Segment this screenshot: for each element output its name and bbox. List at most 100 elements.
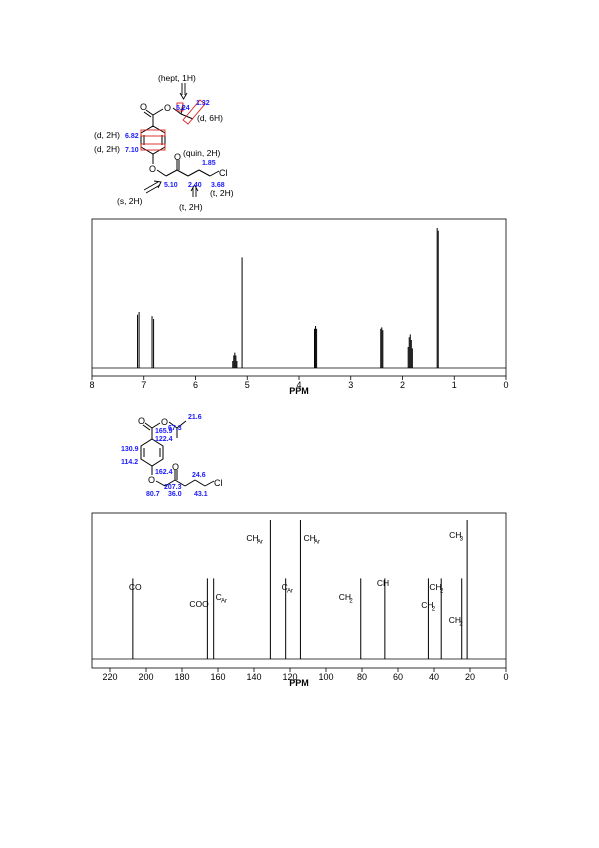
- c-peak-label-11: CH: [449, 530, 461, 540]
- h-co-double-bond: [143, 111, 152, 118]
- c-tick-label-11: 0: [503, 672, 508, 682]
- h-highlight-ring-bottom: [140, 143, 166, 151]
- c-cl: Cl: [214, 478, 223, 488]
- c-peak-label-sub-9: 2: [432, 607, 436, 613]
- c-tick-label-10: 20: [465, 672, 475, 682]
- h-ch2-ch2cl-bond: [198, 169, 211, 177]
- c-peak-label-1: COO: [189, 599, 209, 609]
- h-atom-labels: O O O O Cl: [140, 102, 228, 178]
- h-tick-label-8: 0: [503, 380, 508, 390]
- h-tick-label-2: 6: [193, 380, 198, 390]
- c-tick-label-0: 220: [102, 672, 117, 682]
- c-tick-label-5: 120: [282, 672, 297, 682]
- c-peak-label-4: C: [282, 582, 288, 592]
- h-ketone-o: O: [174, 152, 181, 162]
- s2h-arrow-b: [145, 184, 161, 194]
- h-carbonyl-o: O: [140, 102, 147, 112]
- s2h-arrow-head: [153, 180, 162, 189]
- c-peaks: [132, 520, 468, 659]
- h-shift-ar-b: 7.10: [125, 147, 139, 154]
- h-cl: Cl: [219, 168, 228, 178]
- c-shift-coch2: 36.0: [168, 491, 182, 498]
- c-shift-ch: 67.3: [168, 425, 182, 432]
- c-co-bond: [144, 422, 153, 429]
- h-ch-ch3-bond-b: [180, 113, 194, 120]
- t2h-arrow-head: [190, 184, 199, 192]
- c-peak-label-sub-8: 2: [440, 589, 444, 595]
- c-tick-label-4: 140: [246, 672, 261, 682]
- d2h-label-b: (d, 2H): [94, 144, 120, 154]
- h-shift-ar-a: 6.82: [125, 133, 139, 140]
- c-peak-label-0: CO: [129, 582, 142, 592]
- c-tick-label-1: 200: [138, 672, 153, 682]
- h-ester-o: O: [164, 103, 171, 113]
- c-peak-label-7: CH: [377, 578, 389, 588]
- c-shift-labels: 21.6 67.3 165.9 122.4 130.9 114.2 162.4 …: [121, 414, 208, 498]
- h-shift-ch: 5.24: [176, 105, 190, 112]
- h-co-ch2-bond: [176, 169, 189, 177]
- h-plot-frame: [91, 218, 507, 377]
- h-nmr-spectrum: 8 7 6 5 4 3 2 1 0 PPM: [89, 218, 509, 396]
- h-tick-label-6: 2: [400, 380, 405, 390]
- c-peak-label-8: CH: [429, 582, 441, 592]
- c-ch-ch3-bond-b: [176, 420, 187, 429]
- c-shift-och2: 80.7: [146, 491, 160, 498]
- h-o-ch2-bond: [156, 169, 167, 177]
- c-peak-label-sub-11: 3: [460, 537, 464, 543]
- h-multiplicity-labels: (hept, 1H) (d, 6H) (d, 2H) (d, 2H) (quin…: [94, 73, 234, 212]
- c-peak-label-5: CH: [303, 533, 315, 543]
- c-peak-label-sub-3: Ar: [257, 540, 263, 546]
- c-tick-label-3: 160: [210, 672, 225, 682]
- h-tick-label-7: 1: [452, 380, 457, 390]
- c-o-ch-bond: [168, 421, 178, 429]
- c-shift-ch2-b: 24.6: [192, 472, 206, 479]
- h-nmr-structure: [140, 103, 220, 177]
- hept-arrow-head: [179, 92, 188, 100]
- c-peak-label-3: CH: [246, 533, 258, 543]
- c-peak-label-10: CH: [449, 615, 461, 625]
- h-shift-ch2cl: 3.68: [211, 182, 225, 189]
- h-shift-labels: 5.24 1.32 6.82 7.10 1.85 5.10 2.40 3.68: [125, 100, 225, 189]
- h-shift-och2: 5.10: [164, 182, 178, 189]
- h-highlight-ch3: [182, 99, 206, 125]
- c-nmr-structure: [140, 420, 215, 487]
- quin-label: (quin, 2H): [183, 148, 220, 158]
- h-ester-o-bond: [152, 108, 164, 116]
- h-tick-label-1: 7: [141, 380, 146, 390]
- h-arrows: [143, 83, 199, 197]
- c-x-axis: 220 200 180 160 140 120 100 80 60 40 20 0: [102, 668, 509, 682]
- c-shift-ch-ar-a: 130.9: [121, 446, 139, 453]
- c-o-ch2-bond: [155, 480, 166, 487]
- h-ch2-co-bond: [165, 169, 178, 177]
- h-tick-label-5: 3: [348, 380, 353, 390]
- c-peak-label-sub-6: 2: [349, 599, 353, 605]
- h-x-axis-title: PPM: [289, 386, 309, 396]
- c-peak-label-9: CH: [421, 600, 433, 610]
- c-ether-o: O: [148, 475, 155, 485]
- c-ester-o-bond: [151, 422, 161, 429]
- s2h-arrow-a: [143, 181, 159, 191]
- h-shift-ch3: 1.32: [196, 100, 210, 107]
- t2h-label-b: (t, 2H): [179, 202, 203, 212]
- c-co-double-bond: [142, 424, 151, 431]
- c-carbonyl-o: O: [138, 416, 145, 426]
- c-peak-label-sub-10: 2: [459, 622, 463, 628]
- h-ch2-cl-bond: [209, 170, 220, 177]
- c-tick-label-2: 180: [174, 672, 189, 682]
- c-peak-label-sub-2: Ar: [221, 599, 227, 605]
- h-tick-label-4: 4: [296, 380, 301, 390]
- c-x-axis-title: PPM: [289, 678, 309, 688]
- c-tick-label-7: 80: [357, 672, 367, 682]
- c-peak-label-6: CH: [339, 592, 351, 602]
- h-tick-label-3: 5: [245, 380, 250, 390]
- t2h-label-a: (t, 2H): [210, 188, 234, 198]
- h-ch2-ch2-bond: [187, 169, 200, 177]
- h-tick-label-0: 8: [89, 380, 94, 390]
- c-co-ch2-bond: [174, 479, 186, 487]
- c-shift-ch-ar-b: 114.2: [121, 459, 138, 466]
- s2h-label: (s, 2H): [117, 196, 143, 206]
- c-tick-label-9: 40: [429, 672, 439, 682]
- c-shift-co: 207.3: [164, 484, 182, 491]
